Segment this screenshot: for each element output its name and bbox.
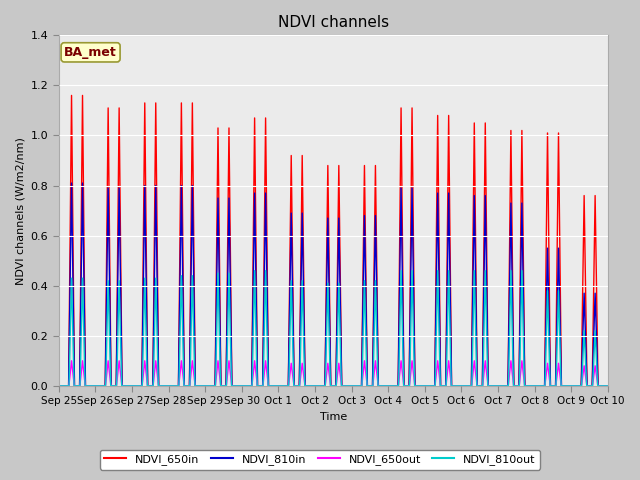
- NDVI_810out: [604, 383, 612, 389]
- Y-axis label: NDVI channels (W/m2/nm): NDVI channels (W/m2/nm): [15, 137, 25, 285]
- Legend: NDVI_650in, NDVI_810in, NDVI_650out, NDVI_810out: NDVI_650in, NDVI_810in, NDVI_650out, NDV…: [100, 450, 540, 469]
- NDVI_650out: [593, 378, 601, 384]
- NDVI_650in: [604, 383, 612, 389]
- NDVI_650in: [593, 324, 601, 329]
- Line: NDVI_810out: NDVI_810out: [59, 271, 608, 386]
- Title: NDVI channels: NDVI channels: [278, 15, 388, 30]
- NDVI_810out: [118, 371, 125, 376]
- NDVI_650out: [68, 358, 76, 364]
- NDVI_810in: [68, 180, 76, 186]
- Line: NDVI_650out: NDVI_650out: [59, 361, 608, 386]
- NDVI_650out: [55, 383, 63, 389]
- NDVI_810out: [251, 268, 259, 274]
- NDVI_810out: [289, 363, 297, 369]
- Text: BA_met: BA_met: [64, 46, 117, 59]
- NDVI_810out: [266, 383, 273, 389]
- NDVI_810in: [604, 383, 612, 389]
- NDVI_810in: [289, 329, 297, 335]
- NDVI_810in: [266, 383, 273, 389]
- NDVI_650in: [266, 383, 273, 389]
- NDVI_810in: [55, 383, 63, 389]
- NDVI_650out: [604, 383, 612, 389]
- NDVI_810in: [150, 295, 158, 301]
- NDVI_650out: [289, 378, 297, 384]
- NDVI_810in: [593, 354, 601, 360]
- NDVI_650in: [534, 383, 542, 389]
- NDVI_810out: [150, 354, 157, 360]
- NDVI_650out: [118, 381, 125, 386]
- Line: NDVI_810in: NDVI_810in: [59, 183, 608, 386]
- NDVI_650in: [55, 383, 63, 389]
- NDVI_810out: [55, 383, 63, 389]
- NDVI_810out: [534, 383, 542, 389]
- NDVI_650in: [118, 331, 125, 336]
- NDVI_650in: [150, 259, 158, 265]
- NDVI_650in: [289, 311, 297, 317]
- NDVI_650out: [534, 383, 542, 389]
- NDVI_810in: [118, 346, 125, 352]
- NDVI_650out: [150, 373, 158, 379]
- NDVI_650out: [266, 383, 273, 389]
- NDVI_810out: [593, 372, 601, 378]
- NDVI_810in: [534, 383, 542, 389]
- X-axis label: Time: Time: [319, 412, 347, 422]
- Line: NDVI_650in: NDVI_650in: [59, 96, 608, 386]
- NDVI_650in: [68, 93, 76, 98]
